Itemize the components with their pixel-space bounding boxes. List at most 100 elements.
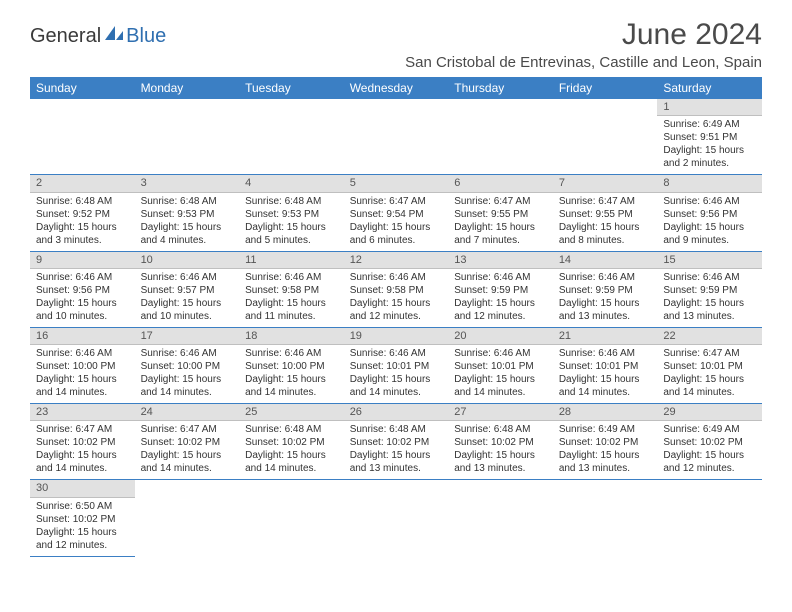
day-number <box>135 99 240 116</box>
daylight-text-1: Daylight: 15 hours <box>663 144 756 157</box>
logo-text-1: General <box>30 25 101 48</box>
logo: General Blue <box>30 24 166 48</box>
sunrise-text: Sunrise: 6:48 AM <box>36 195 129 208</box>
day-number: 27 <box>448 404 553 421</box>
daylight-text-1: Daylight: 15 hours <box>36 449 129 462</box>
daylight-text-2: and 14 minutes. <box>141 462 234 475</box>
day-number <box>239 480 344 497</box>
daylight-text-2: and 8 minutes. <box>559 234 652 247</box>
sunset-text: Sunset: 9:53 PM <box>141 208 234 221</box>
day-number <box>553 480 658 497</box>
sunrise-text: Sunrise: 6:46 AM <box>245 347 338 360</box>
sunset-text: Sunset: 10:01 PM <box>454 360 547 373</box>
daylight-text-1: Daylight: 15 hours <box>454 221 547 234</box>
sunset-text: Sunset: 10:01 PM <box>559 360 652 373</box>
day-cell: Sunrise: 6:48 AMSunset: 9:53 PMDaylight:… <box>135 192 240 251</box>
day-number: 10 <box>135 251 240 268</box>
daylight-text-2: and 14 minutes. <box>245 386 338 399</box>
day-number <box>657 480 762 497</box>
day-number: 22 <box>657 327 762 344</box>
daylight-text-1: Daylight: 15 hours <box>245 221 338 234</box>
sail-icon <box>103 24 125 48</box>
daylight-text-2: and 14 minutes. <box>245 462 338 475</box>
day-number: 19 <box>344 327 449 344</box>
day-cell <box>448 116 553 175</box>
daylight-text-2: and 6 minutes. <box>350 234 443 247</box>
daylight-text-2: and 7 minutes. <box>454 234 547 247</box>
day-number: 29 <box>657 404 762 421</box>
day-cell <box>344 116 449 175</box>
location-subtitle: San Cristobal de Entrevinas, Castille an… <box>30 54 762 71</box>
sunset-text: Sunset: 9:57 PM <box>141 284 234 297</box>
day-number <box>344 480 449 497</box>
day-cell: Sunrise: 6:47 AMSunset: 10:01 PMDaylight… <box>657 345 762 404</box>
day-number: 24 <box>135 404 240 421</box>
title-block: June 2024 <box>622 18 762 52</box>
daylight-text-1: Daylight: 15 hours <box>350 221 443 234</box>
sunset-text: Sunset: 10:02 PM <box>663 436 756 449</box>
day-number: 20 <box>448 327 553 344</box>
day-cell: Sunrise: 6:49 AMSunset: 10:02 PMDaylight… <box>657 421 762 480</box>
daylight-text-2: and 13 minutes. <box>559 462 652 475</box>
daylight-text-1: Daylight: 15 hours <box>141 449 234 462</box>
daylight-text-2: and 9 minutes. <box>663 234 756 247</box>
daylight-text-2: and 14 minutes. <box>36 462 129 475</box>
sunrise-text: Sunrise: 6:47 AM <box>36 423 129 436</box>
daylight-text-2: and 14 minutes. <box>141 386 234 399</box>
calendar-table: Sunday Monday Tuesday Wednesday Thursday… <box>30 77 762 557</box>
daylight-text-1: Daylight: 15 hours <box>663 373 756 386</box>
day-cell <box>30 116 135 175</box>
daylight-text-1: Daylight: 15 hours <box>141 221 234 234</box>
daylight-text-2: and 13 minutes. <box>454 462 547 475</box>
day-content-row: Sunrise: 6:50 AMSunset: 10:02 PMDaylight… <box>30 497 762 556</box>
daylight-text-1: Daylight: 15 hours <box>245 449 338 462</box>
day-cell <box>448 497 553 556</box>
day-cell: Sunrise: 6:48 AMSunset: 9:52 PMDaylight:… <box>30 192 135 251</box>
daylight-text-2: and 12 minutes. <box>454 310 547 323</box>
sunrise-text: Sunrise: 6:46 AM <box>141 271 234 284</box>
day-number: 7 <box>553 175 658 192</box>
day-cell: Sunrise: 6:46 AMSunset: 9:58 PMDaylight:… <box>239 268 344 327</box>
sunset-text: Sunset: 9:55 PM <box>454 208 547 221</box>
weekday-header-row: Sunday Monday Tuesday Wednesday Thursday… <box>30 77 762 99</box>
day-content-row: Sunrise: 6:46 AMSunset: 9:56 PMDaylight:… <box>30 268 762 327</box>
day-cell <box>344 497 449 556</box>
sunrise-text: Sunrise: 6:49 AM <box>663 423 756 436</box>
day-number: 8 <box>657 175 762 192</box>
sunrise-text: Sunrise: 6:50 AM <box>36 500 129 513</box>
sunrise-text: Sunrise: 6:46 AM <box>36 347 129 360</box>
sunrise-text: Sunrise: 6:48 AM <box>245 195 338 208</box>
daylight-text-2: and 14 minutes. <box>350 386 443 399</box>
day-content-row: Sunrise: 6:48 AMSunset: 9:52 PMDaylight:… <box>30 192 762 251</box>
sunset-text: Sunset: 10:00 PM <box>141 360 234 373</box>
sunset-text: Sunset: 9:52 PM <box>36 208 129 221</box>
sunset-text: Sunset: 10:02 PM <box>245 436 338 449</box>
day-cell: Sunrise: 6:48 AMSunset: 9:53 PMDaylight:… <box>239 192 344 251</box>
daylight-text-1: Daylight: 15 hours <box>36 526 129 539</box>
sunset-text: Sunset: 10:00 PM <box>245 360 338 373</box>
day-content-row: Sunrise: 6:46 AMSunset: 10:00 PMDaylight… <box>30 345 762 404</box>
sunrise-text: Sunrise: 6:47 AM <box>663 347 756 360</box>
day-number: 12 <box>344 251 449 268</box>
sunset-text: Sunset: 9:56 PM <box>663 208 756 221</box>
day-cell: Sunrise: 6:46 AMSunset: 9:59 PMDaylight:… <box>448 268 553 327</box>
day-number <box>553 99 658 116</box>
day-cell: Sunrise: 6:47 AMSunset: 9:55 PMDaylight:… <box>448 192 553 251</box>
daylight-text-1: Daylight: 15 hours <box>663 449 756 462</box>
sunset-text: Sunset: 9:59 PM <box>559 284 652 297</box>
daylight-text-2: and 5 minutes. <box>245 234 338 247</box>
daylight-text-1: Daylight: 15 hours <box>36 373 129 386</box>
day-number-row: 9101112131415 <box>30 251 762 268</box>
sunrise-text: Sunrise: 6:46 AM <box>245 271 338 284</box>
sunrise-text: Sunrise: 6:46 AM <box>663 195 756 208</box>
day-number: 26 <box>344 404 449 421</box>
day-number <box>30 99 135 116</box>
daylight-text-2: and 13 minutes. <box>663 310 756 323</box>
day-cell: Sunrise: 6:46 AMSunset: 10:00 PMDaylight… <box>30 345 135 404</box>
day-cell: Sunrise: 6:46 AMSunset: 9:56 PMDaylight:… <box>30 268 135 327</box>
day-cell <box>135 116 240 175</box>
weekday-header: Tuesday <box>239 77 344 99</box>
weekday-header: Saturday <box>657 77 762 99</box>
day-cell: Sunrise: 6:48 AMSunset: 10:02 PMDaylight… <box>344 421 449 480</box>
sunset-text: Sunset: 9:58 PM <box>245 284 338 297</box>
